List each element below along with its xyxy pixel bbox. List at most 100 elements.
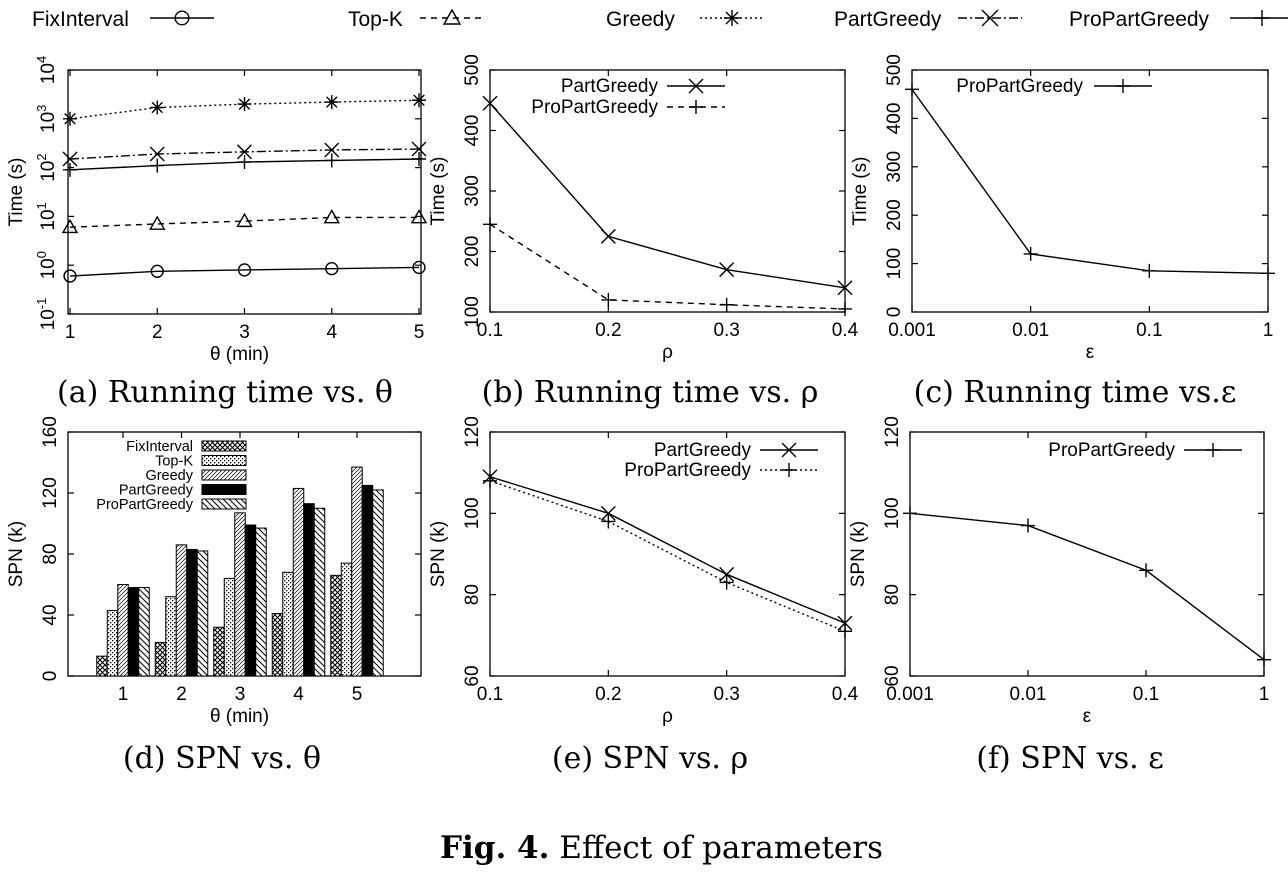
bar-propartgreedy bbox=[372, 489, 384, 677]
y-tick-label: 80 bbox=[462, 584, 483, 605]
plot-frame-c bbox=[911, 69, 1269, 313]
x-ticks-e: 0.1 0.2 0.3 0.4 bbox=[477, 432, 859, 705]
x-axis-label-b: ρ bbox=[662, 342, 673, 363]
legend-swatch-greedy bbox=[201, 469, 247, 481]
y-ticks-e: 60 80 100 120 bbox=[462, 416, 845, 687]
y-ticks-c: 0 100 200 300 400 500 bbox=[884, 54, 1268, 317]
y-tick-label: 40 bbox=[40, 604, 61, 625]
bar-fixinterval bbox=[271, 612, 284, 677]
top-legend-label-fixinterval: FixInterval bbox=[32, 8, 129, 31]
data-point-propartgreedy bbox=[1139, 563, 1153, 578]
data-point-greedy bbox=[150, 100, 165, 115]
data-point-propartgreedy bbox=[324, 153, 339, 168]
top-legend-label-partgreedy: PartGreedy bbox=[834, 8, 942, 31]
y-tick-exponent: 4 bbox=[34, 56, 49, 63]
y-tick-label: 400 bbox=[462, 115, 483, 147]
series-propartgreedy bbox=[483, 217, 852, 316]
y-tick-label: 10-1 bbox=[34, 298, 59, 331]
data-point-fixinterval bbox=[412, 260, 426, 275]
y-tick-label: 80 bbox=[882, 584, 903, 605]
data-point-greedy bbox=[324, 95, 339, 110]
legend-label-greedy: Greedy bbox=[145, 468, 193, 484]
legend-label-partgreedy: PartGreedy bbox=[561, 76, 659, 97]
bar-fixinterval bbox=[154, 641, 167, 677]
x-tick-label: 0.001 bbox=[886, 684, 934, 705]
top-legend-marker-top-k bbox=[442, 8, 462, 25]
top-legend-marker-fixinterval bbox=[174, 10, 190, 26]
bar-top-k bbox=[340, 562, 353, 677]
data-point-partgreedy bbox=[411, 141, 427, 157]
legend-label-top-k: Top-K bbox=[155, 454, 193, 470]
x-axis-label-d: θ (min) bbox=[210, 706, 269, 727]
legend-marker-propartgreedy bbox=[782, 463, 796, 477]
data-point-greedy bbox=[237, 97, 252, 112]
legend-label-partgreedy: PartGreedy bbox=[119, 483, 194, 499]
chart-d: 0 40 80 120 160 1 2 3 4 5 θ (min) SPN (k) (d) SPN vs… bbox=[6, 416, 422, 776]
legend-marker-partgreedy bbox=[781, 442, 797, 458]
y-tick-label: 100 bbox=[882, 497, 903, 529]
data-point-propartgreedy bbox=[905, 82, 919, 97]
x-tick-label: 0.1 bbox=[477, 684, 503, 705]
bar-propartgreedy bbox=[138, 587, 150, 677]
data-point-propartgreedy bbox=[601, 514, 616, 529]
x-tick-label: 0.1 bbox=[477, 320, 503, 341]
bar-partgreedy bbox=[127, 587, 140, 677]
x-ticks-c: 0.001 0.01 0.1 1 bbox=[888, 70, 1273, 341]
data-point-partgreedy bbox=[237, 144, 252, 160]
y-tick-base: 10 bbox=[38, 258, 59, 279]
series-line-top-k bbox=[69, 216, 419, 228]
chart-f: 60 80 100 120 0.001 0.01 0.1 1 ε SPN (k) (f) SPN v… bbox=[848, 416, 1271, 776]
data-point-partgreedy bbox=[837, 280, 853, 296]
x-axis-label-f: ε bbox=[1083, 706, 1092, 727]
legend-label-propartgreedy: ProPartGreedy bbox=[956, 76, 1083, 97]
x-tick-label: 0.01 bbox=[1012, 320, 1049, 341]
y-tick-label: 120 bbox=[882, 416, 903, 448]
x-tick-label: 0.4 bbox=[832, 320, 859, 341]
data-point-propartgreedy bbox=[237, 155, 252, 170]
y-tick-label: 300 bbox=[884, 151, 905, 183]
x-tick-label: 3 bbox=[239, 322, 250, 343]
data-point-greedy bbox=[412, 93, 426, 108]
data-point-top-k bbox=[323, 209, 340, 224]
bar-partgreedy bbox=[361, 484, 374, 677]
y-tick-label: 100 bbox=[34, 251, 59, 279]
bar-greedy bbox=[175, 544, 188, 677]
y-tick-label: 120 bbox=[462, 416, 483, 448]
x-tick-label: 0.1 bbox=[1133, 684, 1159, 705]
data-point-partgreedy bbox=[600, 228, 616, 244]
data-point-fixinterval bbox=[63, 269, 77, 283]
y-tick-exponent: 1 bbox=[34, 202, 49, 209]
data-point-greedy bbox=[63, 111, 77, 126]
data-point-propartgreedy bbox=[483, 217, 497, 232]
y-tick-exponent: 2 bbox=[34, 153, 49, 160]
data-point-propartgreedy bbox=[483, 473, 497, 488]
bar-greedy bbox=[351, 466, 363, 677]
bar-top-k bbox=[106, 609, 119, 677]
data-point-propartgreedy bbox=[601, 292, 616, 307]
series-propartgreedy bbox=[63, 152, 426, 177]
x-tick-label: 0.01 bbox=[1010, 684, 1047, 705]
series-top-k bbox=[61, 209, 428, 234]
bar-propartgreedy bbox=[313, 507, 326, 677]
x-ticks-a: 1 2 3 4 5 bbox=[65, 70, 425, 343]
data-point-partgreedy bbox=[719, 262, 735, 278]
bar-fixinterval bbox=[96, 655, 108, 677]
bar-propartgreedy bbox=[255, 527, 267, 677]
x-tick-label: 5 bbox=[414, 322, 425, 343]
y-tick-label: 120 bbox=[40, 477, 61, 509]
y-axis-label-e: SPN (k) bbox=[428, 521, 449, 588]
panel-caption-c: (c) Running time vs.ε bbox=[914, 375, 1237, 410]
x-tick-label: 0.2 bbox=[595, 320, 621, 341]
y-tick-label: 200 bbox=[884, 199, 905, 231]
data-point-propartgreedy bbox=[412, 152, 426, 167]
x-tick-label: 5 bbox=[352, 684, 363, 705]
legend-label-propartgreedy: ProPartGreedy bbox=[531, 97, 658, 118]
data-point-partgreedy bbox=[324, 142, 340, 158]
x-tick-label: 0.3 bbox=[713, 684, 739, 705]
data-point-propartgreedy bbox=[1261, 266, 1275, 281]
data-point-propartgreedy bbox=[719, 297, 734, 312]
x-tick-label: 3 bbox=[235, 684, 246, 705]
legend-marker-propartgreedy bbox=[1206, 443, 1220, 457]
